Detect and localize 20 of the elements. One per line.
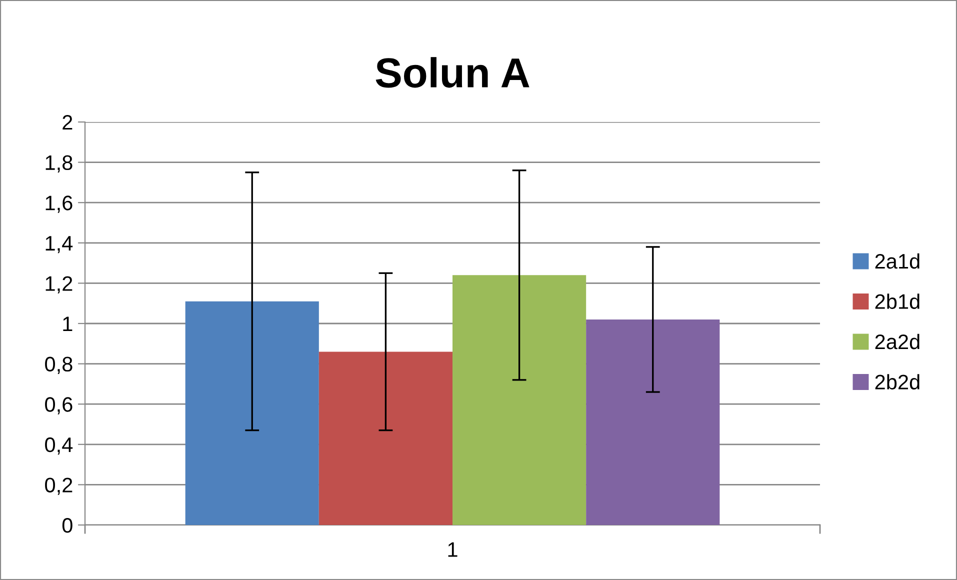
y-tick-label: 1,2 — [46, 276, 72, 294]
y-tick-label: 0 — [62, 518, 72, 533]
y-tick-label: 2 — [62, 115, 72, 130]
y-tick-label: 1,8 — [46, 155, 72, 173]
y-tick-label: 1,6 — [46, 196, 72, 213]
y-tick-label: 0,6 — [45, 397, 72, 414]
bar — [318, 352, 452, 525]
chart-title: Solun A — [376, 57, 530, 88]
y-tick-label: 0,4 — [45, 437, 73, 455]
legend-label: 2b1d — [875, 294, 920, 309]
y-tick-label: 0,2 — [45, 478, 72, 495]
bar — [586, 319, 720, 525]
bar — [452, 275, 586, 525]
bar — [185, 301, 319, 525]
y-tick-label: 1,4 — [46, 236, 73, 254]
legend-label: 2a1d — [875, 253, 920, 269]
y-tick-label: 1 — [63, 316, 72, 332]
legend-label: 2a2d — [875, 334, 920, 350]
y-tick-label: 0,8 — [45, 356, 72, 374]
legend-label: 2b2d — [875, 374, 920, 390]
